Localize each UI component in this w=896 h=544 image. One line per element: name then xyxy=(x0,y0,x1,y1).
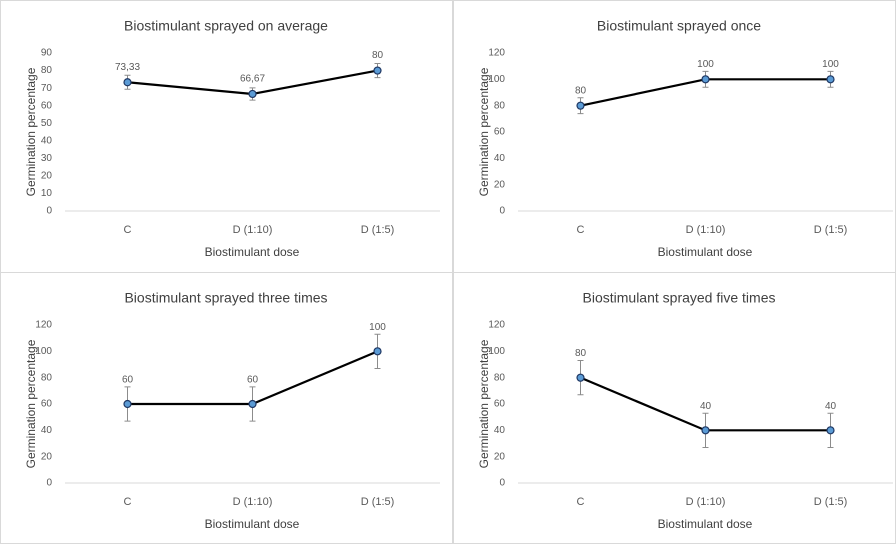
y-tick-label: 120 xyxy=(488,320,505,331)
y-tick-label: 120 xyxy=(488,48,505,59)
y-tick-label: 0 xyxy=(46,206,52,217)
data-label: 66,67 xyxy=(240,74,265,85)
chart-title: Biostimulant sprayed five times xyxy=(583,290,776,306)
data-point xyxy=(248,399,257,409)
y-tick-label: 20 xyxy=(41,451,53,462)
y-tick-label: 100 xyxy=(35,346,52,357)
y-tick-label: 80 xyxy=(494,372,506,383)
x-tick-label: D (1:5) xyxy=(814,496,848,508)
chart-title: Biostimulant sprayed once xyxy=(597,18,761,34)
y-axis-title: Germination percentage xyxy=(24,339,38,468)
data-point xyxy=(373,66,382,75)
x-tick-label: D (1:5) xyxy=(361,496,395,508)
data-point xyxy=(701,426,710,435)
y-axis-title: Germination percentage xyxy=(24,67,38,196)
data-point xyxy=(123,399,132,409)
y-axis-title: Germination percentage xyxy=(477,339,491,468)
y-tick-label: 40 xyxy=(41,425,53,436)
y-tick-label: 70 xyxy=(41,83,53,94)
y-tick-label: 20 xyxy=(494,179,506,190)
data-point xyxy=(576,101,585,110)
y-tick-label: 120 xyxy=(35,320,52,331)
y-tick-label: 40 xyxy=(494,425,506,436)
data-label: 60 xyxy=(122,375,134,386)
chart-title: Biostimulant sprayed three times xyxy=(124,290,327,306)
y-axis-title: Germination percentage xyxy=(477,67,491,196)
data-label: 100 xyxy=(697,59,714,70)
x-tick-label: D (1:5) xyxy=(814,224,848,236)
data-label: 80 xyxy=(372,50,384,61)
data-label: 100 xyxy=(822,59,839,70)
data-label: 40 xyxy=(825,401,837,412)
y-tick-label: 80 xyxy=(41,372,53,383)
y-tick-label: 100 xyxy=(488,346,505,357)
y-tick-label: 60 xyxy=(494,399,506,410)
y-tick-label: 80 xyxy=(494,100,506,111)
data-point xyxy=(701,75,710,84)
x-axis-title: Biostimulant dose xyxy=(205,245,300,259)
y-tick-label: 20 xyxy=(41,171,53,182)
y-tick-label: 60 xyxy=(41,399,53,410)
data-label: 60 xyxy=(247,375,259,386)
x-tick-label: D (1:5) xyxy=(361,224,395,236)
y-tick-label: 50 xyxy=(41,118,53,129)
data-point xyxy=(373,347,382,356)
x-axis-title: Biostimulant dose xyxy=(205,517,300,531)
data-point xyxy=(826,75,835,84)
y-tick-label: 0 xyxy=(46,478,52,489)
data-point xyxy=(576,373,585,382)
data-label: 80 xyxy=(575,348,587,359)
data-label: 100 xyxy=(369,322,386,333)
chart-title: Biostimulant sprayed on average xyxy=(124,18,328,34)
x-axis-title: Biostimulant dose xyxy=(658,245,753,259)
data-label: 40 xyxy=(700,401,712,412)
x-tick-label: D (1:10) xyxy=(233,496,273,508)
y-tick-label: 0 xyxy=(499,206,505,217)
x-tick-label: D (1:10) xyxy=(233,224,273,236)
x-tick-label: C xyxy=(577,496,585,508)
data-label: 80 xyxy=(575,85,587,96)
x-tick-label: D (1:10) xyxy=(686,496,726,508)
data-point xyxy=(123,78,132,87)
x-tick-label: C xyxy=(577,224,585,236)
y-tick-label: 10 xyxy=(41,188,53,199)
y-tick-label: 40 xyxy=(494,153,506,164)
x-axis-title: Biostimulant dose xyxy=(658,517,753,531)
y-tick-label: 60 xyxy=(41,100,53,111)
x-tick-label: C xyxy=(124,496,132,508)
y-tick-label: 0 xyxy=(499,478,505,489)
y-tick-label: 60 xyxy=(494,127,506,138)
y-tick-label: 80 xyxy=(41,65,53,76)
x-tick-label: D (1:10) xyxy=(686,224,726,236)
y-tick-label: 30 xyxy=(41,153,53,164)
y-tick-label: 90 xyxy=(41,48,53,59)
y-tick-label: 100 xyxy=(488,74,505,85)
data-label: 73,33 xyxy=(115,62,140,73)
y-tick-label: 20 xyxy=(494,451,506,462)
data-point xyxy=(248,89,257,99)
data-point xyxy=(826,426,835,435)
y-tick-label: 40 xyxy=(41,135,53,146)
x-tick-label: C xyxy=(124,224,132,236)
